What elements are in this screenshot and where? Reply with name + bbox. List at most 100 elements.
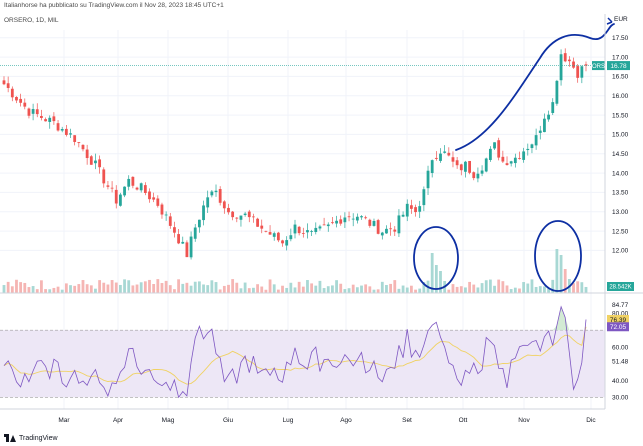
candle-body — [218, 189, 222, 203]
volume-bar — [355, 287, 359, 293]
volume-bar — [276, 289, 280, 293]
volume-bar — [518, 288, 521, 293]
candle-body — [484, 158, 488, 172]
volume-bar — [156, 279, 160, 293]
volume-bar — [368, 286, 372, 293]
time-tick-label: Dic — [586, 417, 596, 424]
volume-bar — [493, 285, 496, 293]
candle-body — [114, 189, 118, 204]
candle-body — [15, 97, 18, 101]
rsi-tick-label: 80.00 — [612, 311, 629, 318]
volume-bar — [143, 281, 147, 293]
candle-body — [368, 219, 372, 226]
volume-bar — [114, 282, 118, 293]
candle-body — [31, 109, 35, 114]
candle-body — [160, 204, 164, 215]
volume-bar — [464, 287, 467, 293]
volume-bar — [148, 279, 151, 293]
candle-body — [148, 191, 151, 200]
candle-body — [6, 83, 10, 88]
volume-tag-label: 28.542K — [609, 285, 631, 291]
volume-bar — [56, 286, 60, 293]
candle-body — [235, 217, 239, 219]
volume-bar — [119, 284, 122, 293]
volume-bar — [222, 285, 226, 293]
volume-bar — [430, 253, 434, 293]
price-tick-label: 13.50 — [612, 190, 629, 197]
footer-branding[interactable]: TradingView — [4, 434, 58, 442]
candle-body — [173, 227, 176, 233]
volume-bar — [160, 283, 164, 293]
candle-body — [480, 170, 484, 174]
candle-body — [343, 217, 347, 223]
candle-body — [434, 157, 438, 159]
volume-bar — [468, 281, 471, 293]
volume-bar — [272, 284, 276, 293]
volume-bar — [69, 285, 72, 293]
time-tick-label: Nov — [518, 417, 530, 424]
price-tick-label: 14.50 — [612, 151, 629, 158]
candle-body — [335, 220, 338, 224]
time-tick-label: Mar — [58, 417, 70, 424]
volume-bar — [73, 285, 77, 293]
volume-bar — [397, 288, 401, 293]
volume-bar — [559, 255, 563, 293]
candle-body — [380, 232, 384, 236]
volume-bar — [414, 289, 417, 293]
candle-body — [281, 240, 284, 244]
time-axis: Mar Apr Mag Giu Lug Ago Set Ott Nov Dic — [58, 417, 596, 424]
volume-bar — [256, 284, 259, 293]
volume-bar — [285, 287, 289, 293]
candle-body — [505, 163, 509, 166]
candle-body — [488, 148, 492, 160]
candle-body — [430, 160, 434, 174]
volume-bar — [455, 286, 459, 293]
candle-body — [193, 227, 197, 239]
volume-bar — [27, 287, 31, 293]
candlestick-series — [2, 48, 588, 260]
candle-body — [567, 59, 571, 62]
candle-body — [322, 224, 326, 226]
volume-bar — [401, 285, 405, 293]
volume-bar — [509, 289, 513, 293]
volume-bar — [331, 285, 334, 293]
rsi-line — [3, 305, 587, 399]
volume-bar — [505, 285, 509, 293]
volume-bar — [210, 280, 214, 293]
candle-body — [2, 80, 6, 85]
candle-body — [243, 213, 247, 216]
candle-body — [48, 117, 52, 122]
candle-body — [331, 222, 334, 224]
rsi-tick-label: 30.00 — [612, 395, 629, 402]
candle-body — [451, 157, 455, 162]
candle-body — [56, 123, 60, 131]
volume-bar — [497, 279, 501, 293]
volume-bar — [347, 288, 351, 293]
volume-bar — [239, 288, 243, 293]
candle-body — [526, 148, 530, 151]
volume-bar — [131, 285, 135, 293]
rsi-ma-line — [3, 326, 587, 385]
volume-bar — [177, 279, 180, 293]
candle-body — [85, 149, 89, 159]
candle-body — [143, 185, 147, 193]
time-tick-label: Apr — [113, 417, 124, 424]
volume-bar — [459, 286, 463, 293]
candle-body — [534, 135, 538, 146]
volume-bar — [77, 284, 81, 293]
candle-body — [40, 116, 43, 118]
symbol-tag — [592, 61, 605, 71]
volume-bar — [94, 288, 97, 293]
candle-body — [102, 169, 106, 184]
volume-bar — [314, 285, 318, 293]
candle-body — [472, 172, 476, 179]
candle-body — [439, 153, 442, 161]
volume-bar — [247, 288, 251, 293]
volume-bar — [563, 269, 567, 293]
volume-bar — [389, 283, 393, 293]
candle-body — [64, 128, 68, 135]
volume-bar — [197, 281, 201, 293]
candle-body — [197, 219, 201, 228]
candle-body — [214, 190, 218, 193]
